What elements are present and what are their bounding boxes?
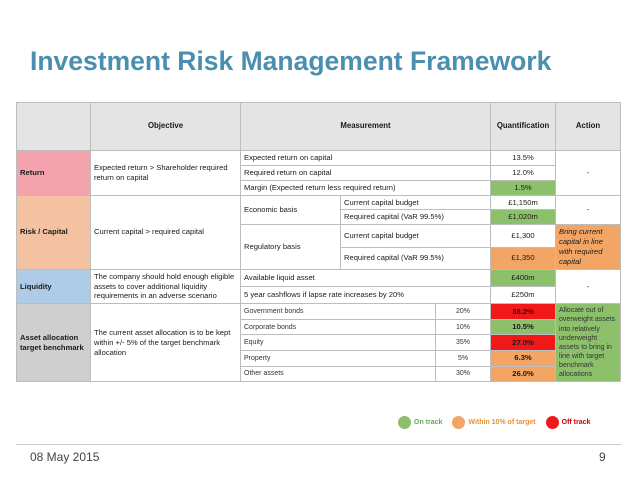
regulatory-basis: Regulatory basis — [240, 224, 341, 270]
asset-objective: The current asset allocation is to be ke… — [90, 303, 241, 383]
header-row: Objective Measurement Quantification Act… — [16, 102, 622, 151]
header-blank — [16, 102, 91, 151]
page-number: 9 — [599, 450, 606, 464]
return-value-2: 12.0% — [490, 164, 557, 181]
asset-row-3: Equity 35% 27.0% — [17, 334, 621, 351]
asset-row-1: Asset allocation target benchmark The cu… — [16, 303, 622, 383]
asset-row-5: Other assets 30% 26.0% — [17, 365, 621, 383]
return-measure-2: Required return on capital — [239, 164, 492, 181]
legend-on-track: On track — [398, 416, 442, 429]
asset-target-4: 5% — [434, 349, 492, 367]
return-row-1: Return Expected return > Shareholder req… — [16, 150, 622, 196]
return-objective: Expected return > Shareholder required r… — [90, 150, 241, 196]
asset-row-4: Property 5% 6.3% — [17, 349, 621, 367]
risk-econ-measure-2: Required capital (VaR 99.5%) — [339, 209, 492, 226]
risk-reg-measure-1: Current capital budget — [339, 224, 492, 248]
asset-action: Allocate out of overweight assets into r… — [555, 303, 622, 383]
liquidity-measure-1: Available liquid asset — [239, 268, 492, 288]
orange-dot-icon — [452, 416, 466, 429]
green-dot-icon — [398, 416, 411, 429]
liquidity-label: Liquidity — [16, 268, 91, 305]
economic-basis: Economic basis — [240, 194, 341, 226]
footer-date: 08 May 2015 — [30, 450, 100, 464]
risk-row-4: Required capital (VaR 99.5%) £1,350 — [17, 246, 621, 270]
status-legend: On track Within 10% of target Off track — [398, 416, 600, 429]
asset-target-5: 30% — [434, 365, 492, 383]
asset-value-4: 6.3% — [490, 349, 557, 367]
footer-divider — [16, 444, 622, 445]
risk-reg-value-1: £1,300 — [490, 224, 557, 248]
risk-row-2: Required capital (VaR 99.5%) £1,020m — [17, 209, 621, 226]
liquidity-value-2: £250m — [490, 286, 557, 305]
asset-row-2: Corporate bonds 10% 10.5% — [17, 318, 621, 336]
header-objective: Objective — [90, 102, 241, 151]
asset-measure-5: Other assets — [240, 365, 436, 383]
risk-econ-value-1: £1,150m — [490, 194, 557, 211]
return-value-3: 1.5% — [490, 179, 557, 196]
risk-econ-value-2: £1,020m — [490, 209, 557, 226]
asset-value-3: 27.0% — [490, 334, 557, 351]
liquidity-row-2: 5 year cashflows if lapse rate increases… — [17, 286, 621, 305]
liquidity-value-1: £400m — [490, 268, 557, 288]
return-value-1: 13.5% — [490, 150, 557, 166]
asset-value-2: 10.5% — [490, 318, 557, 336]
risk-reg-measure-2: Required capital (VaR 99.5%) — [339, 246, 492, 270]
liquidity-measure-2: 5 year cashflows if lapse rate increases… — [239, 286, 492, 305]
risk-objective: Current capital > required capital — [90, 194, 241, 270]
asset-measure-2: Corporate bonds — [240, 318, 436, 336]
liquidity-action: - — [555, 268, 622, 305]
return-action: - — [555, 150, 622, 196]
risk-label: Risk / Capital — [16, 194, 91, 270]
legend-off-track: Off track — [545, 416, 591, 429]
framework-table: Objective Measurement Quantification Act… — [16, 102, 622, 383]
legend-within-label: Within 10% of target — [468, 419, 536, 426]
red-dot-icon — [545, 416, 559, 429]
header-quantification: Quantification — [490, 102, 557, 151]
risk-reg-action: Bring current capital in line with requi… — [555, 224, 622, 270]
return-measure-3: Margin (Expected return less required re… — [239, 179, 492, 196]
legend-on-track-label: On track — [414, 419, 443, 426]
asset-label: Asset allocation target benchmark — [16, 303, 91, 383]
asset-target-2: 10% — [434, 318, 492, 336]
asset-measure-1: Government bonds — [240, 303, 436, 320]
liquidity-row-1: Liquidity The company should hold enough… — [16, 268, 622, 305]
return-measure-1: Expected return on capital — [239, 150, 492, 166]
header-measurement: Measurement — [239, 102, 492, 151]
risk-row-1: Risk / Capital Current capital > require… — [16, 194, 622, 270]
asset-value-5: 26.0% — [490, 365, 557, 383]
asset-value-1: 38.2% — [490, 303, 557, 320]
asset-target-1: 20% — [434, 303, 492, 320]
asset-measure-3: Equity — [240, 334, 436, 351]
risk-econ-measure-1: Current capital budget — [339, 194, 492, 211]
asset-measure-4: Property — [240, 349, 436, 367]
risk-reg-value-2: £1,350 — [490, 246, 557, 270]
return-label: Return — [16, 150, 91, 196]
legend-within: Within 10% of target — [452, 416, 536, 429]
header-action: Action — [555, 102, 622, 151]
liquidity-objective: The company should hold enough eligible … — [90, 268, 241, 305]
asset-target-3: 35% — [434, 334, 492, 351]
slide-title: Investment Risk Management Framework — [30, 46, 552, 76]
risk-econ-action: - — [555, 194, 622, 226]
legend-off-track-label: Off track — [561, 419, 591, 426]
